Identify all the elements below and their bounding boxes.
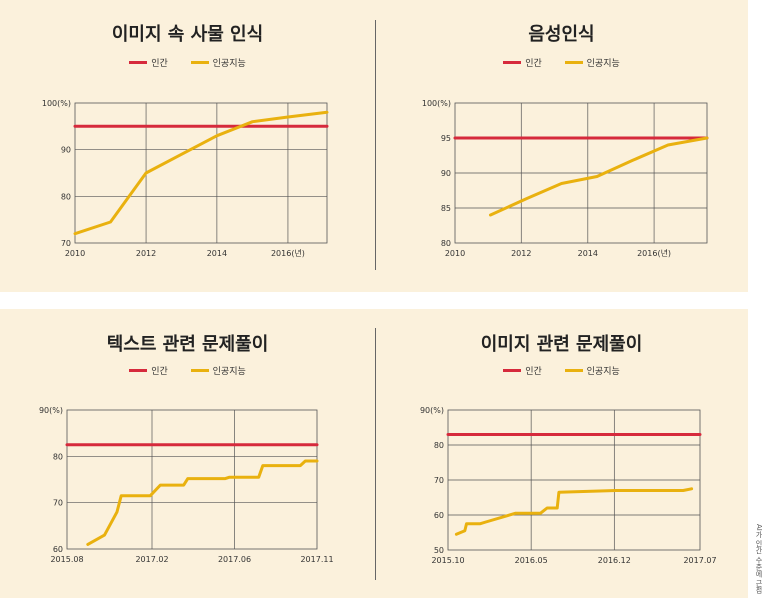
x-tick-label: 2017.06: [218, 555, 251, 564]
chart-title: 이미지 속 사물 인식: [111, 24, 264, 45]
legend-ai: 인공지능: [564, 56, 620, 69]
x-tick-label: 2015.08: [50, 555, 83, 564]
legend-ai: 인공지능: [190, 364, 246, 377]
ai-series-line: [489, 136, 709, 217]
chart-title: 음성인식: [528, 24, 595, 45]
chart-legend: 인간 인공지능: [375, 364, 748, 377]
x-tick-label: 2012: [511, 249, 531, 258]
x-tick-label: 2014: [578, 249, 598, 258]
legend-human: 인간: [129, 364, 168, 377]
chart-legend: 인간 인공지능: [0, 364, 375, 377]
y-tick-label: 80: [441, 239, 451, 248]
x-tick-label: 2017.11: [300, 555, 333, 564]
y-tick-label: 70: [61, 239, 71, 248]
y-tick-label: 60: [53, 545, 63, 554]
chart-title: 이미지 관련 문제풀이: [480, 334, 643, 355]
y-tick-label: 90: [441, 169, 451, 178]
ai-series-line: [86, 459, 319, 546]
x-tick-label: 2015.10: [431, 556, 464, 565]
legend-human: 인간: [129, 56, 168, 69]
x-tick-label: 2010: [65, 249, 85, 258]
chart-legend: 인간 인공지능: [0, 56, 375, 69]
legend-human: 인간: [503, 364, 542, 377]
bottom-divider: [375, 328, 376, 580]
credit: AI가 인간 수준에 근접: [755, 524, 763, 594]
y-tick-label: 70: [53, 499, 63, 508]
x-tick-label: 2012: [136, 249, 156, 258]
y-tick-label: 90(%): [39, 406, 63, 415]
ai-series-line: [73, 110, 329, 236]
x-tick-label: 2016(년): [637, 248, 671, 258]
chart-legend: 인간 인공지능: [375, 56, 748, 69]
plot-frame: [66, 409, 318, 550]
ai-series-line: [454, 487, 694, 536]
x-tick-label: 2016.05: [515, 556, 548, 565]
y-tick-label: 80: [53, 452, 63, 461]
y-tick-label: 50: [434, 546, 444, 555]
chart-title: 텍스트 관련 문제풀이: [106, 334, 269, 355]
x-tick-label: 2016.12: [598, 556, 631, 565]
x-tick-label: 2010: [445, 249, 465, 258]
x-tick-label: 2017.07: [683, 556, 716, 565]
y-tick-label: 100(%): [42, 99, 71, 108]
top-divider: [375, 20, 376, 270]
y-tick-label: 100(%): [422, 99, 451, 108]
legend-human: 인간: [503, 56, 542, 69]
y-tick-label: 95: [441, 134, 451, 143]
y-tick-label: 90: [61, 146, 71, 155]
legend-ai: 인공지능: [564, 364, 620, 377]
y-tick-label: 80: [61, 192, 71, 201]
plot-frame: [74, 102, 328, 244]
y-tick-label: 85: [441, 204, 451, 213]
x-tick-label: 2014: [207, 249, 227, 258]
y-tick-label: 90(%): [420, 406, 444, 415]
x-tick-label: 2017.02: [135, 555, 168, 564]
y-tick-label: 70: [434, 476, 444, 485]
y-tick-label: 60: [434, 511, 444, 520]
x-tick-label: 2016(년): [271, 248, 305, 258]
legend-ai: 인공지능: [190, 56, 246, 69]
y-tick-label: 80: [434, 441, 444, 450]
